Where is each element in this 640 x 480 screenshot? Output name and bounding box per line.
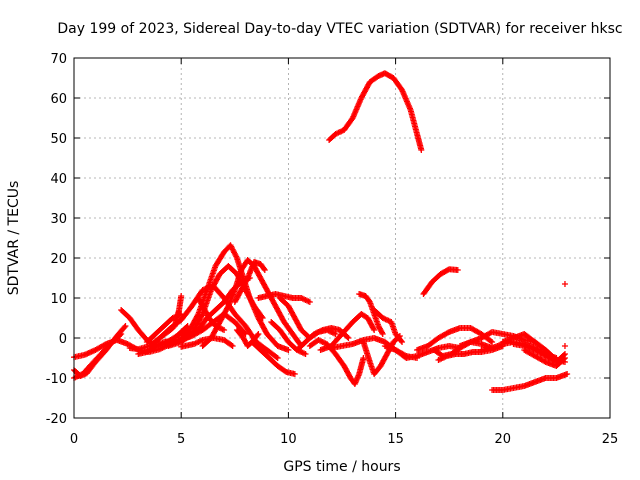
data-point	[541, 358, 548, 365]
data-point	[116, 332, 123, 339]
data-marks	[71, 70, 571, 393]
x-tick-label: 20	[495, 432, 512, 447]
data-point	[122, 323, 129, 329]
data-point	[228, 342, 235, 349]
data-point	[221, 327, 228, 333]
x-tick-label: 5	[177, 432, 185, 447]
data-point	[178, 293, 185, 299]
data-point	[254, 332, 261, 339]
data-point	[399, 339, 406, 345]
y-tick-label: 60	[50, 92, 67, 107]
x-tick-label: 15	[387, 432, 404, 447]
y-tick-label: 40	[50, 172, 67, 187]
data-point	[194, 312, 201, 319]
y-tick-label: 10	[50, 292, 67, 307]
y-tick-label: -20	[46, 412, 67, 427]
data-point	[454, 267, 461, 273]
data-point	[561, 343, 568, 349]
y-tick-label: 20	[50, 252, 67, 267]
x-tick-label: 25	[602, 432, 619, 447]
data-point	[561, 355, 568, 361]
data-point	[229, 343, 236, 349]
data-point	[118, 331, 125, 337]
y-tick-labels: -20 -10 0 10 20 30 40 50 60 70	[46, 52, 67, 427]
data-point	[489, 339, 496, 345]
data-point	[418, 147, 425, 153]
y-tick-label: -10	[46, 372, 67, 387]
data-point	[398, 337, 405, 344]
data-point	[379, 329, 386, 336]
data-point	[285, 347, 292, 353]
plot-frame	[73, 57, 611, 419]
data-point	[370, 325, 377, 332]
data-point	[260, 265, 267, 272]
y-axis-title: SDTVAR / TECUs	[6, 181, 22, 296]
data-point	[344, 334, 351, 340]
data-point	[255, 331, 262, 337]
data-point	[564, 371, 571, 377]
y-tick-label: 30	[50, 212, 67, 227]
data-point	[273, 354, 280, 361]
chart-title: Day 199 of 2023, Sidereal Day-to-day VTE…	[57, 21, 622, 37]
data-point	[444, 329, 451, 336]
data-point	[379, 331, 386, 337]
x-tick-label: 0	[70, 432, 78, 447]
y-tick-label: 70	[50, 52, 67, 67]
data-point	[345, 335, 352, 341]
y-tick-label: 0	[59, 332, 67, 347]
data-point	[121, 324, 128, 331]
data-point	[561, 281, 568, 287]
data-point	[224, 304, 231, 311]
data-point	[274, 355, 281, 361]
data-point	[306, 299, 313, 305]
data-point	[261, 267, 268, 273]
x-axis-title: GPS time / hours	[283, 459, 400, 475]
y-tick-label: 50	[50, 132, 67, 147]
data-point	[371, 327, 378, 333]
data-point	[243, 276, 250, 283]
data-point	[302, 351, 309, 357]
data-point	[487, 338, 494, 345]
x-tick-label: 10	[280, 432, 297, 447]
data-point	[282, 368, 289, 375]
data-point	[560, 356, 567, 362]
x-tick-labels: 0 5 10 15 20 25	[70, 432, 618, 447]
data-point	[360, 355, 367, 361]
data-point	[291, 371, 298, 377]
